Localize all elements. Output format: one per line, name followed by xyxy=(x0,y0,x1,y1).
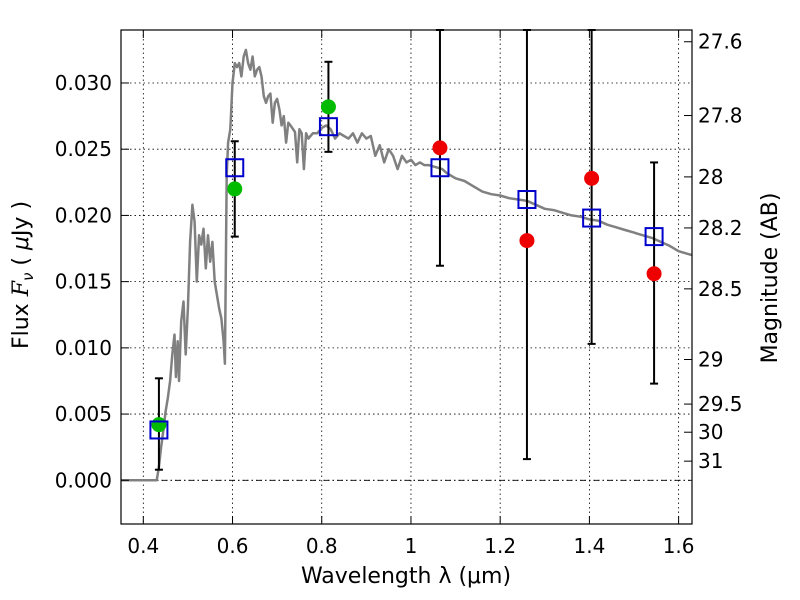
detection-point xyxy=(151,417,167,433)
x-tick-labels: 0.4 0.6 0.8 1 1.2 1.4 1.6 xyxy=(127,534,694,558)
magnitude-tick-labels: 27.6 27.8 28 28.2 28.5 29 29.5 30 31 xyxy=(698,30,743,473)
model-photometry-square xyxy=(225,158,245,178)
mag-tick-label: 28.2 xyxy=(698,216,743,240)
model-photometry-square xyxy=(517,190,537,210)
model-photometry-square xyxy=(430,158,450,178)
upper-limit-point xyxy=(646,266,662,282)
upper-limit-point xyxy=(432,140,448,156)
model-photometry-square xyxy=(149,420,169,440)
x-axis-label: Wavelength λ (μm) xyxy=(301,564,511,589)
x-tick-label: 1.6 xyxy=(663,534,695,558)
model-sed-curve xyxy=(121,48,693,482)
y-tick-label: 0.015 xyxy=(55,270,112,294)
axis-ticks xyxy=(121,30,692,524)
mag-tick-label: 29 xyxy=(698,348,723,372)
y-tick-label: 0.030 xyxy=(55,71,112,95)
y-tick-labels: 0.000 0.005 0.010 0.015 0.020 0.025 0.030 xyxy=(55,71,112,492)
y-tick-label: 0.020 xyxy=(55,203,112,227)
mag-tick-label: 28 xyxy=(698,165,723,189)
x-tick-label: 0.8 xyxy=(306,534,338,558)
x-tick-label: 1 xyxy=(405,534,418,558)
detection-point xyxy=(320,99,336,115)
mag-tick-label: 27.6 xyxy=(698,30,743,54)
y-tick-label: 0.000 xyxy=(55,468,112,492)
model-photometry-square xyxy=(582,208,602,228)
detection-point xyxy=(227,181,243,197)
x-tick-label: 0.6 xyxy=(217,534,249,558)
model-sed xyxy=(121,48,693,482)
observed-points xyxy=(151,99,662,433)
mag-tick-label: 29.5 xyxy=(698,392,743,416)
y2-axis-label: Magnitude (AB) xyxy=(758,193,783,364)
model-photometry-square xyxy=(644,227,664,247)
y-tick-label: 0.025 xyxy=(55,137,112,161)
model-photometry-points xyxy=(149,117,664,440)
mag-tick-label: 28.5 xyxy=(698,277,743,301)
mag-tick-label: 31 xyxy=(698,449,723,473)
x-tick-label: 1.2 xyxy=(484,534,516,558)
model-photometry-square xyxy=(318,117,338,137)
upper-limit-point xyxy=(519,233,535,249)
x-tick-label: 0.4 xyxy=(127,534,159,558)
plot-frame xyxy=(120,29,693,525)
y-tick-label: 0.010 xyxy=(55,336,112,360)
upper-limit-point xyxy=(584,170,600,186)
mag-tick-label: 30 xyxy=(698,420,723,444)
x-tick-label: 1.4 xyxy=(573,534,605,558)
mag-tick-label: 27.8 xyxy=(698,104,743,128)
y-tick-label: 0.005 xyxy=(55,402,112,426)
